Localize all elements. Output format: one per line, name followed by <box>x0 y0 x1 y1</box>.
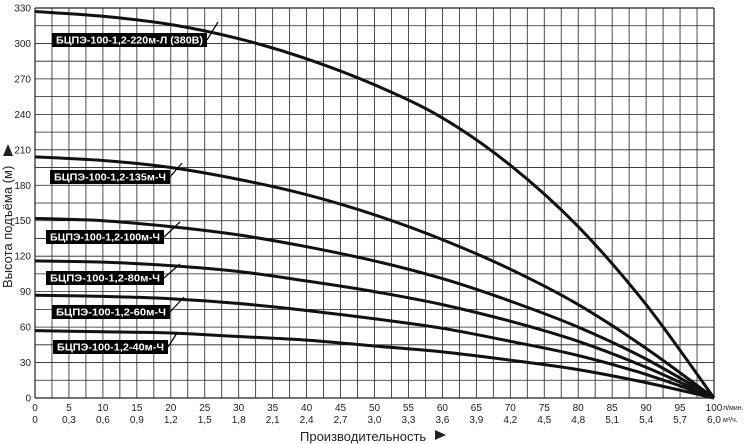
x-tick-label-lpm: 55 <box>403 403 415 414</box>
x-tick-label-lpm: 20 <box>165 403 177 414</box>
series-line-4 <box>34 293 715 400</box>
y-tick-label: 150 <box>14 216 31 227</box>
x-tick-label-lpm: 85 <box>607 403 619 414</box>
x-tick-label-lpm: 75 <box>539 403 551 414</box>
series-label-5: БЦПЭ-100-1,2-40м-Ч <box>53 332 178 354</box>
curves <box>34 10 716 400</box>
y-tick-label: 30 <box>20 358 32 369</box>
x-tick-label-lpm: 30 <box>233 403 245 414</box>
y-tick-label: 0 <box>25 394 31 405</box>
series-label-text: БЦПЭ-100-1,2-40м-Ч <box>57 343 164 354</box>
x-axis-arrow <box>435 430 446 440</box>
x-unit-m3h: м³/ч. <box>723 417 738 424</box>
series-label-box <box>52 33 207 47</box>
series-line-3 <box>34 259 715 400</box>
x-tick-label-lpm: 60 <box>437 403 449 414</box>
series-label-leader <box>163 221 181 238</box>
grid <box>34 7 715 399</box>
x-tick-label-m3h: 3,0 <box>368 415 382 426</box>
y-tick-label: 240 <box>14 110 31 121</box>
series-label-leader <box>169 162 183 178</box>
x-tick-label-m3h: 2,7 <box>334 415 348 426</box>
x-tick-label-m3h: 3,3 <box>401 415 415 426</box>
y-tick-label: 300 <box>14 39 31 50</box>
series-label-text: БЦПЭ-100-1,2-135м-Ч <box>54 173 166 184</box>
series-label-leader <box>169 296 185 313</box>
series-label-box <box>52 305 170 319</box>
series-label-text: БЦПЭ-100-1,2-60м-Ч <box>56 308 166 319</box>
x-tick-label-lpm: 45 <box>335 403 347 414</box>
series-label-box <box>50 170 170 184</box>
x-tick-label-lpm: 80 <box>573 403 585 414</box>
series-label-leader <box>206 21 219 41</box>
x-tick-label-lpm: 25 <box>199 403 211 414</box>
x-tick-label-m3h: 5,1 <box>605 415 619 426</box>
x-tick-label-m3h: 1,8 <box>232 415 246 426</box>
series-line-1 <box>34 155 715 400</box>
x-tick-label-m3h: 5,7 <box>673 415 687 426</box>
y-tick-label: 210 <box>14 145 31 156</box>
series-line-5 <box>34 329 715 400</box>
x-tick-label-m3h: 4,2 <box>503 415 517 426</box>
x-tick-label-m3h: 2,1 <box>266 415 280 426</box>
series-label-3: БЦПЭ-100-1,2-80м-Ч <box>46 263 181 285</box>
x-tick-label-lpm: 70 <box>505 403 517 414</box>
y-tick-label: 180 <box>14 181 31 192</box>
x-tick-label-lpm: 50 <box>369 403 381 414</box>
x-tick-label-lpm: 40 <box>301 403 313 414</box>
y-tick-label: 330 <box>14 4 31 15</box>
series-label-box <box>46 271 164 285</box>
series-line-0 <box>34 10 716 399</box>
x-tick-label-m3h: 0,3 <box>62 415 76 426</box>
y-axis-title: Высота подъёма (м) <box>0 166 15 288</box>
x-tick-label-m3h: 6,0 <box>707 415 721 426</box>
series-label-box <box>53 340 168 354</box>
series-label-1: БЦПЭ-100-1,2-135м-Ч <box>50 162 183 184</box>
x-tick-label-m3h: 3,6 <box>435 415 449 426</box>
series-label-4: БЦПЭ-100-1,2-60м-Ч <box>52 296 185 319</box>
x-unit-lpm: л/мин. <box>723 405 744 412</box>
x-tick-label-lpm: 10 <box>97 403 109 414</box>
x-tick-label-m3h: 4,5 <box>537 415 551 426</box>
y-tick-label: 90 <box>20 287 32 298</box>
x-tick-label-m3h: 5,4 <box>639 415 653 426</box>
series-line-2 <box>34 216 715 400</box>
x-tick-label-lpm: 100 <box>706 403 723 414</box>
x-tick-label-m3h: 1,2 <box>164 415 178 426</box>
x-tick-label-m3h: 0 <box>32 415 38 426</box>
x-tick-label-lpm: 90 <box>641 403 653 414</box>
series-label-text: БЦПЭ-100-1,2-80м-Ч <box>50 274 160 285</box>
y-axis-arrow <box>3 144 13 156</box>
series-label-0: БЦПЭ-100-1,2-220м-Л (380В) <box>52 21 219 47</box>
series-label-text: БЦПЭ-100-1,2-220м-Л (380В) <box>56 36 203 47</box>
x-tick-label-lpm: 15 <box>131 403 143 414</box>
series-label-box <box>46 230 164 244</box>
y-tick-label: 270 <box>14 74 31 85</box>
x-tick-label-m3h: 2,4 <box>300 415 314 426</box>
x-tick-label-m3h: 1,5 <box>198 415 212 426</box>
x-tick-label-m3h: 4,8 <box>571 415 585 426</box>
y-tick-label: 120 <box>14 252 31 263</box>
series-label-text: БЦПЭ-100-1,2-100м-Ч <box>50 233 160 244</box>
series-labels: БЦПЭ-100-1,2-220м-Л (380В) БЦПЭ-100-1,2-1… <box>46 21 219 354</box>
x-tick-label-lpm: 35 <box>267 403 279 414</box>
x-tick-label-lpm: 65 <box>471 403 483 414</box>
x-tick-label-lpm: 0 <box>32 403 38 414</box>
x-tick-label-m3h: 0,9 <box>130 415 144 426</box>
x-tick-label-lpm: 95 <box>674 403 686 414</box>
series-label-leader <box>163 263 181 279</box>
x-tick-label-m3h: 3,9 <box>469 415 483 426</box>
x-tick-label-m3h: 0,6 <box>96 415 110 426</box>
series-label-leader <box>167 332 178 348</box>
y-tick-label: 60 <box>20 323 32 334</box>
x-axis-title: Производительность <box>300 429 426 444</box>
series-label-2: БЦПЭ-100-1,2-100м-Ч <box>46 221 181 244</box>
x-tick-label-lpm: 5 <box>66 403 72 414</box>
